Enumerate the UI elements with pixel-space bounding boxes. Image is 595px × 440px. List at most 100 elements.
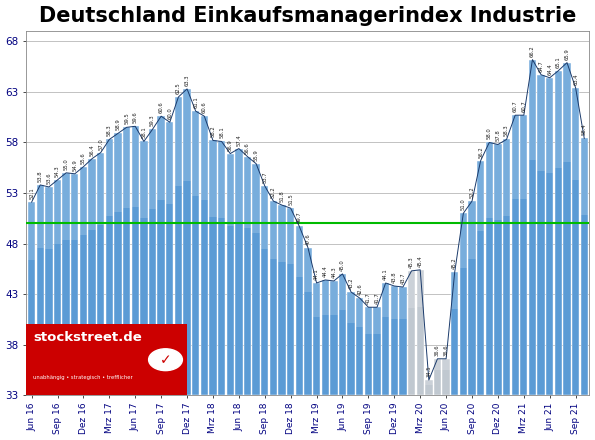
Bar (356, 298, 364, 327)
Bar (520, 115, 528, 199)
Bar (460, 213, 467, 395)
Bar (563, 62, 571, 162)
Bar (330, 281, 337, 395)
Text: 55.0: 55.0 (64, 158, 68, 170)
Bar (321, 280, 329, 395)
Text: 52.2: 52.2 (469, 186, 474, 198)
Text: 58.1: 58.1 (219, 127, 224, 139)
Text: 59.6: 59.6 (133, 111, 138, 123)
Text: 65.9: 65.9 (565, 48, 569, 59)
Bar (244, 157, 251, 395)
Bar (391, 286, 398, 395)
Bar (261, 186, 268, 249)
Bar (494, 144, 502, 220)
Bar (399, 287, 406, 319)
Bar (434, 359, 441, 370)
Bar (339, 274, 346, 395)
Bar (425, 380, 433, 395)
Bar (347, 292, 355, 395)
Bar (486, 143, 493, 218)
Bar (529, 59, 536, 395)
Bar (218, 141, 226, 395)
Bar (235, 149, 243, 223)
Text: 60.7: 60.7 (513, 100, 518, 112)
Bar (443, 359, 450, 370)
Bar (71, 174, 79, 395)
Bar (365, 307, 372, 395)
Text: 54.3: 54.3 (55, 165, 60, 177)
Text: 58.3: 58.3 (504, 125, 509, 136)
Bar (391, 286, 398, 319)
Bar (537, 75, 545, 171)
Bar (89, 159, 96, 230)
Bar (520, 115, 528, 395)
Text: unabhängig • strategisch • trefflicher: unabhängig • strategisch • trefflicher (33, 375, 133, 380)
Bar (443, 359, 450, 395)
Bar (28, 202, 35, 260)
Bar (494, 144, 502, 395)
Bar (218, 141, 226, 217)
Bar (158, 116, 165, 395)
Bar (114, 133, 121, 395)
Text: 58.2: 58.2 (211, 126, 215, 137)
Bar (71, 174, 79, 240)
Text: 36.6: 36.6 (435, 344, 440, 356)
Text: 47.6: 47.6 (305, 233, 311, 245)
Text: 45.3: 45.3 (409, 256, 414, 268)
Bar (28, 202, 35, 395)
Bar (97, 153, 104, 225)
Text: 51.0: 51.0 (461, 198, 466, 210)
Bar (503, 139, 511, 216)
Bar (201, 116, 208, 200)
Text: 34.5: 34.5 (427, 365, 431, 377)
Text: 58.3: 58.3 (107, 125, 112, 136)
Text: 61.1: 61.1 (193, 96, 198, 108)
Bar (434, 359, 441, 395)
Text: 43.2: 43.2 (349, 277, 353, 289)
Bar (572, 88, 580, 395)
Text: 53.6: 53.6 (46, 172, 51, 184)
Bar (36, 185, 44, 395)
Bar (209, 140, 217, 395)
Bar (183, 89, 191, 181)
Bar (62, 173, 70, 239)
Text: 55.9: 55.9 (253, 149, 259, 161)
Text: 43.7: 43.7 (400, 272, 405, 284)
Text: stockstreet.de: stockstreet.de (33, 331, 142, 345)
Bar (313, 283, 320, 317)
Bar (408, 271, 415, 395)
Text: 60.6: 60.6 (159, 101, 164, 113)
Bar (416, 270, 424, 308)
Text: 53.7: 53.7 (262, 171, 267, 183)
Bar (382, 283, 389, 395)
Bar (45, 187, 52, 249)
Text: 64.7: 64.7 (538, 60, 544, 72)
Text: 44.3: 44.3 (331, 266, 336, 278)
Text: 59.3: 59.3 (150, 115, 155, 126)
Bar (54, 180, 61, 245)
Text: 57.4: 57.4 (236, 134, 242, 146)
Text: 60.7: 60.7 (521, 100, 527, 112)
Bar (296, 226, 303, 395)
Bar (321, 280, 329, 315)
Text: 56.4: 56.4 (90, 144, 95, 156)
Text: 58.4: 58.4 (582, 124, 587, 136)
Bar (131, 126, 139, 395)
Text: 60.0: 60.0 (167, 107, 173, 119)
Bar (123, 127, 130, 395)
Text: 60.6: 60.6 (202, 101, 207, 113)
Text: 58.1: 58.1 (142, 127, 146, 139)
Bar (365, 307, 372, 334)
Bar (140, 141, 148, 217)
Bar (468, 201, 475, 259)
Bar (477, 161, 484, 395)
Bar (158, 116, 165, 200)
Bar (270, 201, 277, 259)
Bar (123, 127, 130, 208)
Bar (451, 272, 458, 309)
Bar (252, 164, 260, 233)
Bar (546, 78, 553, 173)
Bar (114, 133, 121, 212)
Bar (175, 97, 182, 395)
Bar (80, 167, 87, 395)
